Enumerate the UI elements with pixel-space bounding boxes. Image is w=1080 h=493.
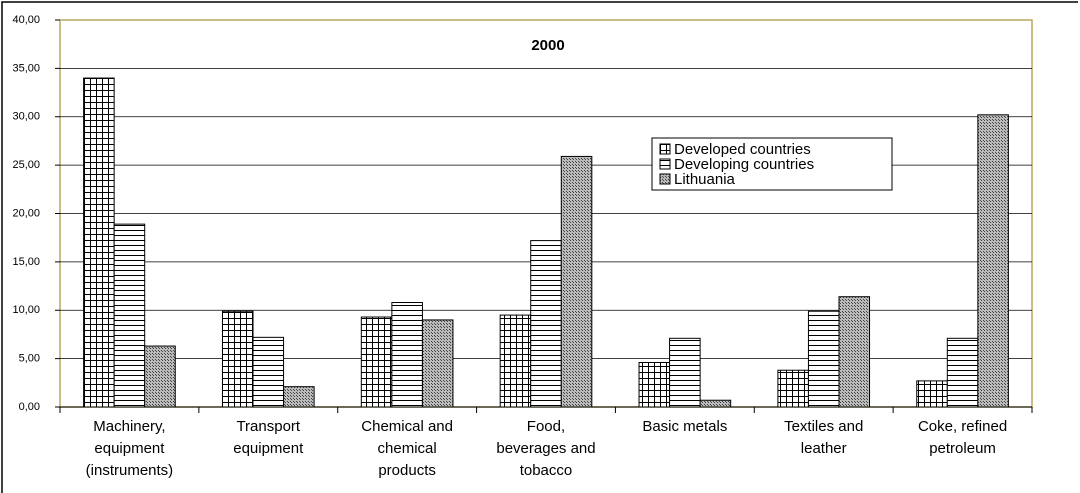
x-tick-label: Food, beverages and tobacco: [496, 418, 596, 479]
bar: [360, 316, 393, 408]
legend-swatch: [659, 143, 671, 155]
y-tick-label: 20,00: [12, 207, 40, 219]
bar: [221, 310, 254, 408]
legend-label: Lithuania: [674, 171, 736, 188]
legend-label: Developed countries: [674, 141, 811, 158]
legend-label: Developing countries: [674, 156, 814, 173]
bar: [530, 240, 562, 408]
chart-title: 2000: [531, 37, 564, 54]
x-tick-label: Basic metals: [642, 418, 728, 435]
legend-box: [651, 137, 893, 191]
x-tick-label: Transport equipment: [233, 418, 304, 457]
y-tick-label: 5,00: [19, 353, 40, 365]
y-tick-label: 35,00: [12, 62, 40, 74]
legend-swatch: [659, 173, 671, 185]
bar: [946, 337, 979, 408]
bar: [421, 319, 454, 408]
y-tick-label: 10,00: [12, 304, 40, 316]
y-tick-label: 30,00: [12, 111, 40, 123]
y-tick-label: 40,00: [12, 14, 40, 26]
bar: [777, 369, 809, 408]
bar: [669, 337, 701, 408]
bar: [638, 361, 671, 408]
bar: [699, 399, 732, 408]
x-tick-label: Chemical and chemical products: [361, 418, 453, 479]
y-tick-label: 0,00: [19, 401, 40, 413]
y-tick-label: 15,00: [12, 256, 40, 268]
bar: [560, 155, 593, 408]
bar: [252, 336, 285, 408]
bar: [807, 310, 840, 408]
bar: [144, 345, 176, 408]
bar: [499, 314, 532, 408]
legend-swatch: [659, 158, 671, 170]
bar: [83, 77, 115, 408]
x-tick-label: Coke, refined petroleum: [917, 418, 1008, 457]
bar: [283, 386, 315, 408]
x-tick-label: Machinery, equipment (instruments): [85, 418, 174, 479]
x-tick-label: Textiles and leather: [784, 418, 864, 457]
bar: [391, 302, 423, 408]
y-tick-label: 25,00: [12, 159, 40, 171]
bar: [977, 114, 1009, 408]
bar: [916, 380, 948, 408]
bar: [838, 296, 871, 408]
bar: [113, 223, 146, 408]
